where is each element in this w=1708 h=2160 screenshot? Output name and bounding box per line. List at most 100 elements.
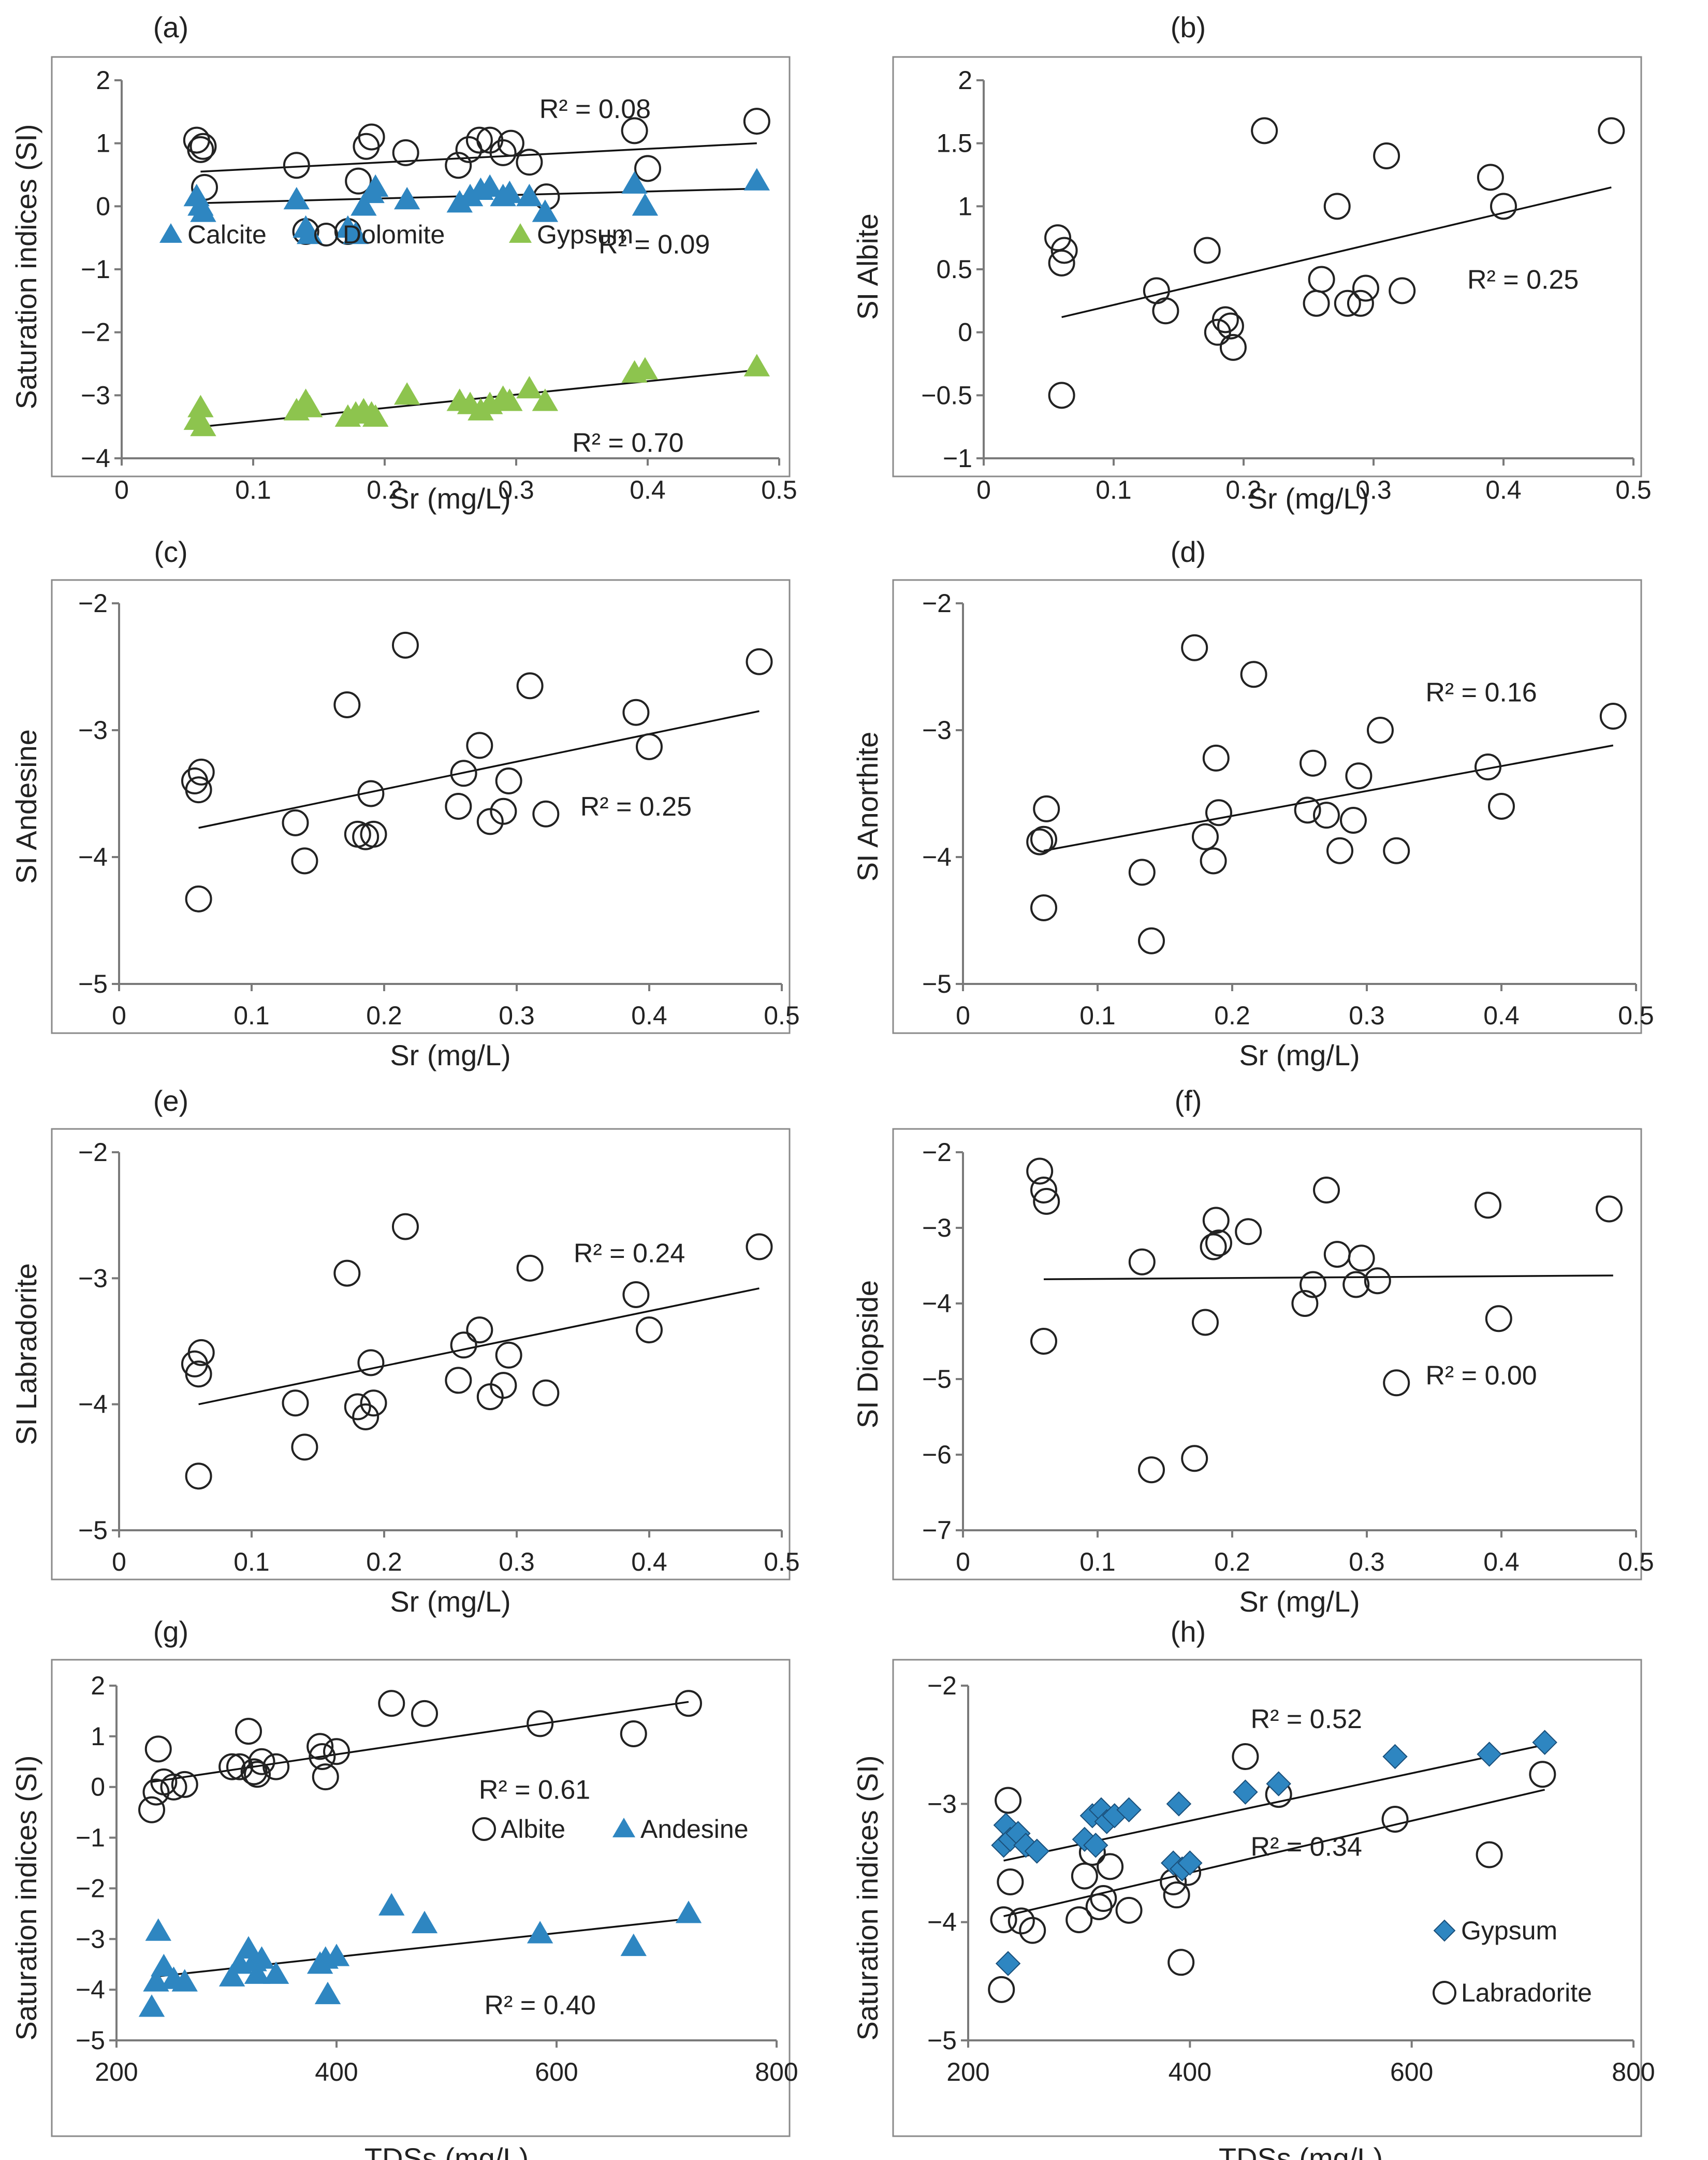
data-point: [1202, 1207, 1230, 1234]
y-tick-label: −4: [922, 1289, 952, 1318]
data-point: [532, 199, 559, 222]
data-point: [445, 1367, 472, 1394]
series-albite: [1044, 117, 1625, 409]
chart-frame: [51, 579, 791, 1034]
chart-frame: [51, 1659, 791, 2137]
x-tick-label: 0.2: [366, 1001, 402, 1030]
series-gypsum: [991, 1730, 1557, 1976]
x-tick-label: 0.3: [499, 1001, 535, 1030]
x-tick-label: 0.3: [498, 475, 534, 504]
y-tick-label: −4: [76, 1975, 105, 2004]
data-point: [391, 631, 419, 659]
data-point: [362, 404, 389, 427]
y-tick-label: 0: [91, 1773, 105, 1802]
r-squared-annotation: R² = 0.61: [479, 1775, 590, 1805]
x-tick-label: 0.1: [235, 475, 271, 504]
chart-frame: [892, 1128, 1642, 1581]
data-point: [1177, 1850, 1203, 1876]
data-point: [1240, 661, 1267, 688]
data-point: [151, 1953, 177, 1977]
data-point: [1488, 793, 1515, 820]
y-tick-label: −1: [943, 444, 972, 473]
data-point: [1364, 1267, 1391, 1295]
data-point: [1490, 193, 1517, 220]
data-point: [465, 126, 493, 154]
data-point: [1352, 274, 1379, 302]
data-point: [333, 691, 361, 718]
data-point: [342, 221, 369, 244]
panel-b: (b) −1 −0.5 0 0.5 1 1.5 2 0 0.1 0.2 0.3 0.4 0.5 Sr (mg…: [851, 11, 1652, 515]
trendline: [1061, 186, 1612, 318]
x-tick-label: 0.4: [631, 1001, 667, 1030]
data-point: [743, 354, 770, 376]
data-point: [1313, 1177, 1340, 1204]
data-point: [490, 1372, 517, 1399]
data-point: [1030, 894, 1057, 921]
data-point: [1367, 717, 1394, 744]
data-point: [1181, 634, 1208, 661]
x-tick-label: 0.3: [1355, 475, 1392, 504]
legend-label-dolomite: Dolomite: [343, 220, 445, 249]
data-point: [138, 1796, 165, 1823]
x-tick-label: 0.5: [1618, 1547, 1654, 1576]
x-tick-label: 0: [956, 1547, 970, 1576]
x-axis-label: TDSs (mg/L): [364, 2142, 529, 2160]
trendline: [198, 710, 760, 829]
data-point: [185, 776, 212, 804]
panel-d: (d) −5 −4 −3 −2 0 0.1 0.2 0.3 0.4 0.5 Sr (mg/L) SI A…: [851, 535, 1654, 1071]
y-tick-label: −5: [922, 969, 952, 998]
data-point: [1477, 164, 1504, 191]
data-point: [746, 648, 773, 675]
chart-frame: [51, 56, 791, 477]
data-point: [1599, 703, 1627, 730]
x-tick-label: 400: [315, 2057, 358, 2086]
data-point: [392, 139, 419, 166]
x-axis-label: Sr (mg/L): [1239, 1585, 1360, 1618]
r-squared-annotation: R² = 0.40: [484, 1991, 595, 2021]
y-tick-label: −2: [81, 318, 110, 347]
data-point: [622, 699, 650, 726]
y-axis-label: SI Albite: [851, 213, 884, 320]
y-tick-label: 1: [958, 192, 972, 221]
r-squared-annotation: R² = 0.08: [539, 94, 651, 124]
x-tick-label: 0.1: [1079, 1547, 1116, 1576]
data-point: [235, 1718, 262, 1745]
y-tick-label: −3: [78, 1264, 108, 1293]
data-point: [1323, 193, 1351, 220]
data-point: [1033, 1187, 1060, 1215]
data-point: [1334, 289, 1361, 317]
data-point: [450, 1331, 477, 1359]
data-point: [1065, 1906, 1093, 1934]
x-tick-label: 0: [112, 1001, 126, 1030]
panel-f: (f) −7 −6 −5 −4 −3 −2 0 0.1 0.2 0.3 0.4 0.5 Sr (mg/L)…: [851, 1084, 1654, 1618]
r-squared-annotation: R² = 0.52: [1251, 1704, 1362, 1734]
y-tick-label: 1: [96, 129, 110, 158]
data-point: [1389, 277, 1416, 305]
y-tick-label: −3: [922, 716, 952, 745]
x-tick-label: 800: [755, 2057, 798, 2086]
data-point: [360, 820, 387, 848]
data-point: [466, 1316, 493, 1344]
data-point: [323, 1944, 350, 1966]
data-point: [1596, 1195, 1623, 1223]
data-point: [357, 1349, 385, 1376]
data-point: [358, 123, 385, 151]
data-point: [187, 395, 214, 417]
data-point: [1291, 1290, 1319, 1317]
data-point: [262, 1961, 289, 1984]
x-tick-label: 0.5: [1618, 1001, 1654, 1030]
data-point: [1383, 1369, 1410, 1397]
data-point: [489, 139, 517, 166]
y-tick-label: −2: [922, 1138, 952, 1167]
data-point: [1373, 142, 1400, 169]
data-point: [1048, 249, 1075, 277]
data-point: [1232, 1743, 1259, 1770]
y-tick-label: −2: [78, 1138, 108, 1167]
x-tick-label: 0: [976, 475, 991, 504]
data-point: [1205, 1229, 1232, 1257]
y-tick-label: −4: [927, 1908, 957, 1937]
data-point: [450, 760, 477, 787]
data-point: [1200, 1233, 1227, 1260]
data-point: [988, 1976, 1015, 2003]
y-axis-label: SI Anorthite: [851, 732, 884, 882]
